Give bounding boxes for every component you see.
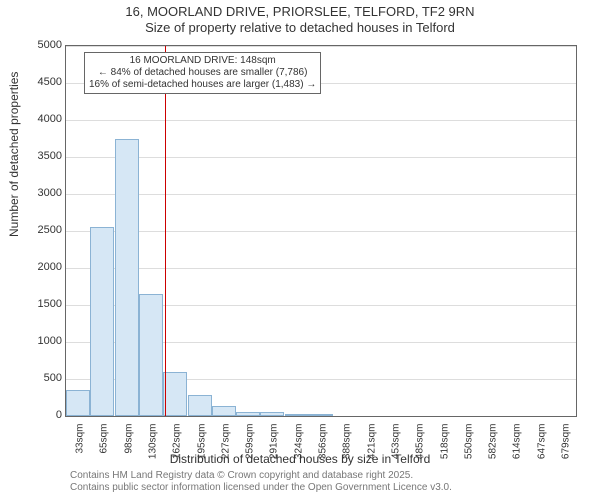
histogram-bar (309, 414, 333, 416)
y-tick-label: 2500 (38, 224, 62, 236)
histogram-bar (139, 294, 163, 416)
y-tick-label: 3500 (38, 150, 62, 162)
annotation-line3: 16% of semi-detached houses are larger (… (89, 79, 316, 91)
y-tick-label: 5000 (38, 39, 62, 51)
histogram-bar (260, 412, 284, 416)
annotation-box: 16 MOORLAND DRIVE: 148sqm← 84% of detach… (84, 52, 321, 94)
chart-title-line2: Size of property relative to detached ho… (0, 20, 600, 35)
x-axis-title: Distribution of detached houses by size … (0, 452, 600, 466)
gridline (66, 268, 576, 269)
histogram-bar (163, 372, 187, 416)
histogram-bar (66, 390, 90, 416)
y-tick-label: 500 (44, 372, 62, 384)
footer-licence: Contains public sector information licen… (70, 482, 452, 493)
gridline (66, 46, 576, 47)
x-tick-label: 98sqm (123, 424, 134, 454)
gridline (66, 157, 576, 158)
histogram-bar (285, 414, 309, 416)
histogram-bar (115, 139, 139, 417)
y-tick-label: 0 (56, 409, 62, 421)
y-tick-label: 4000 (38, 113, 62, 125)
histogram-bar (188, 395, 212, 416)
histogram-bar (90, 227, 114, 416)
y-tick-label: 4500 (38, 76, 62, 88)
y-tick-label: 1000 (38, 335, 62, 347)
x-tick-label: 65sqm (99, 424, 110, 454)
plot-area: 16 MOORLAND DRIVE: 148sqm← 84% of detach… (65, 45, 577, 417)
histogram-bar (236, 412, 260, 416)
gridline (66, 231, 576, 232)
footer-copyright: Contains HM Land Registry data © Crown c… (70, 470, 413, 481)
chart-container: 16, MOORLAND DRIVE, PRIORSLEE, TELFORD, … (0, 0, 600, 500)
chart-title-line1: 16, MOORLAND DRIVE, PRIORSLEE, TELFORD, … (0, 4, 600, 19)
y-tick-label: 1500 (38, 298, 62, 310)
y-axis-title: Number of detached properties (7, 72, 21, 237)
y-tick-label: 2000 (38, 261, 62, 273)
histogram-bar (212, 406, 236, 416)
annotation-line1: 16 MOORLAND DRIVE: 148sqm (89, 55, 316, 67)
gridline (66, 120, 576, 121)
annotation-line2: ← 84% of detached houses are smaller (7,… (89, 67, 316, 79)
y-tick-label: 3000 (38, 187, 62, 199)
reference-line (165, 46, 166, 416)
gridline (66, 194, 576, 195)
x-tick-label: 33sqm (75, 424, 86, 454)
